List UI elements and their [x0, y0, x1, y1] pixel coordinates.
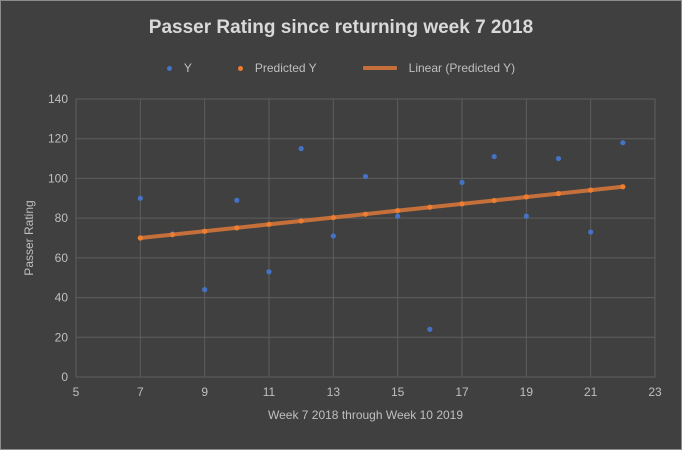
data-point-predicted-y — [620, 184, 626, 190]
data-point-predicted-y — [427, 204, 433, 210]
data-point-y — [137, 195, 143, 201]
data-point-predicted-y — [491, 197, 497, 204]
data-point-y — [523, 213, 529, 219]
x-tick-label: 23 — [648, 385, 662, 399]
x-tick-label: 5 — [73, 385, 80, 399]
x-tick-label: 7 — [137, 385, 144, 399]
data-point-predicted-y — [523, 194, 529, 200]
x-tick-label: 21 — [584, 385, 598, 399]
tick-labels: 0 20 40 60 80 100 120 140 5 7 9 11 13 15 17 19 21 23 — [48, 92, 662, 399]
data-point-predicted-y — [234, 225, 240, 231]
y-tick-label: 0 — [61, 370, 68, 384]
gridlines — [75, 98, 656, 378]
legend-label-y: Y — [183, 61, 192, 75]
data-point-predicted-y — [555, 190, 562, 197]
data-point-y — [395, 213, 401, 219]
x-axis-title: Week 7 2018 through Week 10 2019 — [268, 408, 463, 422]
legend-item-y: Y — [166, 61, 192, 75]
y-tick-label: 100 — [48, 171, 68, 185]
trendline-layer — [138, 184, 625, 240]
x-tick-label: 19 — [520, 385, 534, 399]
legend-marker-predicted-y — [237, 65, 243, 71]
x-tick-label: 9 — [201, 385, 208, 399]
x-tick-label: 13 — [327, 385, 341, 399]
x-tick-label: 17 — [455, 385, 469, 399]
legend-marker-y — [166, 65, 172, 71]
legend-label-predicted-y: Predicted Y — [254, 61, 317, 75]
legend-item-linear-trendline: Linear (Predicted Y) — [362, 61, 516, 75]
y-tick-label: 140 — [48, 92, 68, 106]
data-point-predicted-y — [459, 201, 465, 207]
y-tick-label: 40 — [55, 291, 69, 305]
data-point-y — [620, 140, 626, 146]
data-point-y — [588, 229, 594, 235]
data-point-y — [234, 197, 240, 203]
data-point-y — [555, 155, 562, 162]
data-point-y — [266, 269, 272, 275]
data-point-y — [362, 173, 369, 180]
chart-title: Passer Rating since returning week 7 201… — [148, 17, 534, 38]
data-point-y — [459, 179, 465, 185]
data-point-predicted-y — [298, 218, 304, 224]
x-tick-label: 11 — [263, 385, 276, 399]
data-point-predicted-y — [169, 232, 176, 238]
data-point-predicted-y — [202, 228, 208, 234]
data-point-y — [202, 287, 208, 293]
legend: Y Predicted Y Linear (Predicted Y) — [1, 60, 681, 76]
data-point-y — [298, 146, 304, 152]
data-point-y — [330, 233, 336, 239]
data-points — [137, 140, 626, 332]
y-tick-label: 120 — [48, 132, 68, 146]
y-axis-title: Passer Rating — [22, 200, 36, 275]
data-point-y — [491, 153, 497, 160]
legend-marker-linear-trendline — [362, 66, 397, 70]
y-tick-label: 20 — [55, 330, 69, 344]
data-point-y — [427, 326, 433, 332]
y-tick-label: 60 — [55, 251, 69, 265]
data-point-predicted-y — [362, 211, 369, 217]
legend-label-linear-trendline: Linear (Predicted Y) — [408, 61, 516, 75]
data-point-predicted-y — [588, 187, 594, 193]
data-point-predicted-y — [330, 214, 336, 221]
data-point-predicted-y — [266, 221, 272, 227]
trendline-linear-predicted-y — [138, 184, 625, 240]
y-tick-label: 80 — [55, 211, 69, 225]
x-tick-label: 15 — [391, 385, 405, 399]
data-point-predicted-y — [137, 235, 143, 241]
data-point-predicted-y — [395, 207, 401, 214]
legend-item-predicted-y: Predicted Y — [237, 61, 317, 75]
